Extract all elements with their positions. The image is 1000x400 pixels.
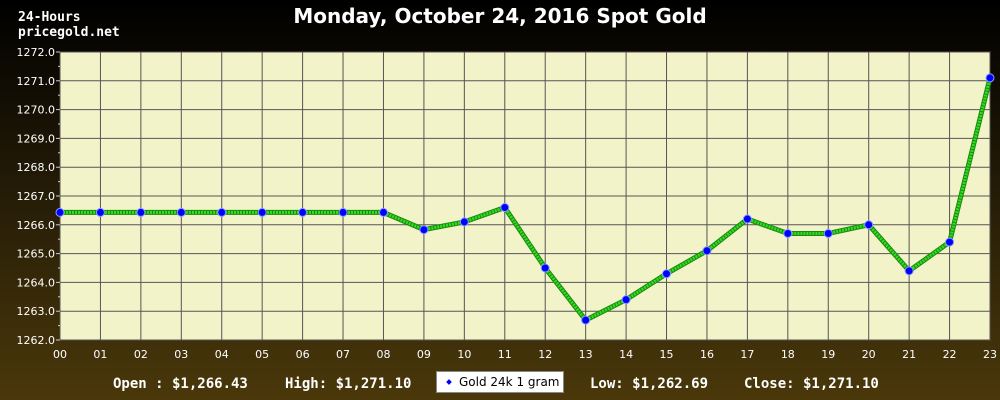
close-stat: Close: $1,271.10 [744,376,879,392]
x-tick-label: 11 [498,348,512,361]
y-tick-label: 1262.0 [17,334,56,347]
data-point [662,269,672,279]
legend-marker-icon [446,379,452,385]
data-point [985,73,995,83]
data-point [783,228,793,238]
data-point [864,220,874,230]
x-tick-label: 10 [457,348,471,361]
data-point [55,207,65,217]
x-tick-label: 22 [943,348,957,361]
data-point [540,263,550,273]
y-tick-label: 1268.0 [17,161,56,174]
x-tick-label: 05 [255,348,269,361]
data-point [702,246,712,256]
x-tick-label: 20 [862,348,876,361]
x-tick-label: 12 [538,348,552,361]
data-point [419,225,429,235]
data-point [904,266,914,276]
high-stat: High: $1,271.10 [285,376,412,392]
series-gold [55,73,995,325]
x-tick-label: 08 [376,348,390,361]
data-point [378,207,388,217]
period-site-label: 24-Hours pricegold.net [18,10,120,40]
data-point [176,207,186,217]
y-tick-label: 1263.0 [17,305,56,318]
y-tick-label: 1271.0 [17,75,56,88]
legend-label: Gold 24k 1 gram [459,375,560,389]
x-tick-label: 13 [579,348,593,361]
site-label: pricegold.net [18,25,120,40]
y-tick-label: 1267.0 [17,190,56,203]
x-tick-label: 09 [417,348,431,361]
x-tick-label: 06 [296,348,310,361]
data-point [581,315,591,325]
data-point [823,228,833,238]
series-line [60,77,992,322]
legend: Gold 24k 1 gram [436,371,564,393]
x-tick-label: 21 [902,348,916,361]
x-tick-label: 18 [781,348,795,361]
data-point [338,207,348,217]
x-tick-labels: 00 01 02 03 04 05 06 07 08 09 10 11 12 13 14 15 16 17 18 19… [53,348,997,361]
x-tick-label: 03 [174,348,188,361]
x-tick-label: 15 [660,348,674,361]
grid-lines [59,51,991,341]
open-stat: Open : $1,266.43 [113,376,248,392]
x-tick-label: 00 [53,348,67,361]
y-tick-label: 1272.0 [17,46,56,59]
data-point [945,237,955,247]
x-tick-label: 02 [134,348,148,361]
data-point [217,207,227,217]
x-tick-label: 04 [215,348,229,361]
x-tick-label: 23 [983,348,997,361]
y-tick-label: 1270.0 [17,104,56,117]
data-point [459,217,469,227]
x-tick-label: 19 [821,348,835,361]
data-point [257,207,267,217]
y-tick-label: 1264.0 [17,276,56,289]
low-stat: Low: $1,262.69 [590,376,709,392]
y-tick-label: 1269.0 [17,132,56,145]
data-point [95,207,105,217]
y-tick-label: 1265.0 [17,248,56,261]
x-tick-label: 01 [93,348,107,361]
x-tick-label: 17 [740,348,754,361]
data-point [500,203,510,213]
y-tick-labels: 1262.0 1263.0 1264.0 1265.0 1266.0 1267.0 1268… [17,46,60,347]
chart-title: Monday, October 24, 2016 Spot Gold [293,4,707,28]
x-tick-label: 16 [700,348,714,361]
data-point [621,295,631,305]
data-point [742,214,752,224]
y-tick-label: 1266.0 [17,219,56,232]
data-point [136,207,146,217]
x-tick-label: 07 [336,348,350,361]
data-point [298,207,308,217]
x-tick-label: 14 [619,348,633,361]
period-label: 24-Hours [18,10,81,25]
